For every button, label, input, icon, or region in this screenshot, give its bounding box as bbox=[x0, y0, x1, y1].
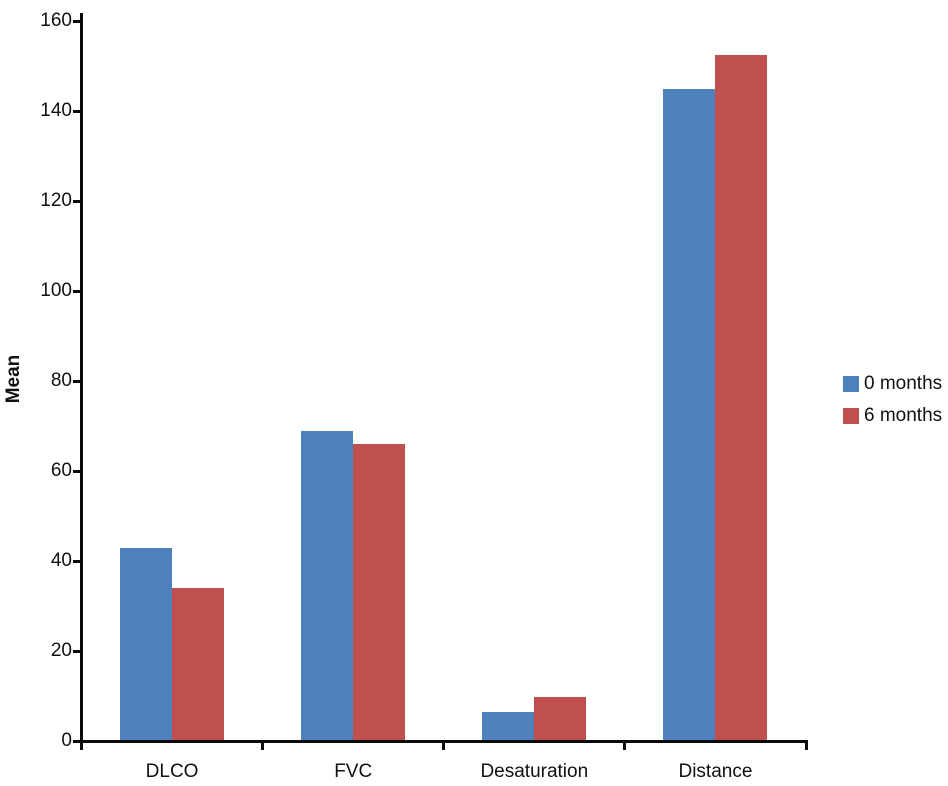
x-axis-line bbox=[80, 740, 808, 743]
y-tick-label-0: 0 bbox=[61, 730, 72, 751]
y-tick-label-80: 80 bbox=[50, 370, 72, 391]
x-tick-2 bbox=[442, 743, 446, 750]
y-tick-140 bbox=[73, 109, 81, 113]
y-tick-0 bbox=[73, 739, 81, 743]
bar-distance-6-months bbox=[715, 54, 768, 742]
legend-swatch-6-months bbox=[843, 407, 859, 424]
y-tick-label-60: 60 bbox=[50, 460, 72, 481]
y-tick-label-120: 120 bbox=[40, 190, 72, 211]
category-label-desaturation: Desaturation bbox=[480, 761, 589, 782]
x-tick-0 bbox=[80, 743, 83, 750]
bar-fvc-0-months bbox=[301, 430, 354, 742]
y-tick-label-40: 40 bbox=[50, 550, 72, 571]
legend-item-6-months: 6 months bbox=[843, 406, 942, 425]
bar-fvc-6-months bbox=[353, 444, 406, 742]
bar-desaturation-0-months bbox=[482, 711, 535, 742]
x-tick-1 bbox=[261, 743, 265, 750]
y-tick-120 bbox=[73, 199, 81, 203]
bar-dlco-6-months bbox=[172, 588, 225, 742]
category-label-dlco: DLCO bbox=[145, 761, 199, 782]
y-tick-label-20: 20 bbox=[50, 640, 72, 661]
y-tick-40 bbox=[73, 559, 81, 563]
bar-dlco-0-months bbox=[120, 547, 173, 742]
legend-label-0-months: 0 months bbox=[864, 373, 943, 394]
y-tick-label-100: 100 bbox=[40, 280, 72, 301]
legend: 0 months 6 months bbox=[843, 374, 942, 425]
y-tick-label-160: 160 bbox=[40, 10, 72, 31]
y-tick-80 bbox=[73, 379, 81, 383]
category-label-fvc: FVC bbox=[334, 761, 373, 782]
legend-label-6-months: 6 months bbox=[864, 405, 943, 426]
y-axis-line bbox=[80, 13, 83, 745]
x-tick-4 bbox=[804, 743, 808, 750]
bar-desaturation-6-months bbox=[534, 697, 587, 742]
y-tick-100 bbox=[73, 289, 81, 293]
y-tick-label-140: 140 bbox=[40, 100, 72, 121]
y-tick-20 bbox=[73, 649, 81, 653]
legend-swatch-0-months bbox=[843, 375, 859, 392]
bar-distance-0-months bbox=[663, 88, 716, 742]
y-tick-60 bbox=[73, 469, 81, 473]
x-tick-3 bbox=[623, 743, 627, 750]
category-label-distance: Distance bbox=[678, 761, 753, 782]
legend-item-0-months: 0 months bbox=[843, 374, 942, 393]
y-tick-160 bbox=[73, 19, 81, 23]
